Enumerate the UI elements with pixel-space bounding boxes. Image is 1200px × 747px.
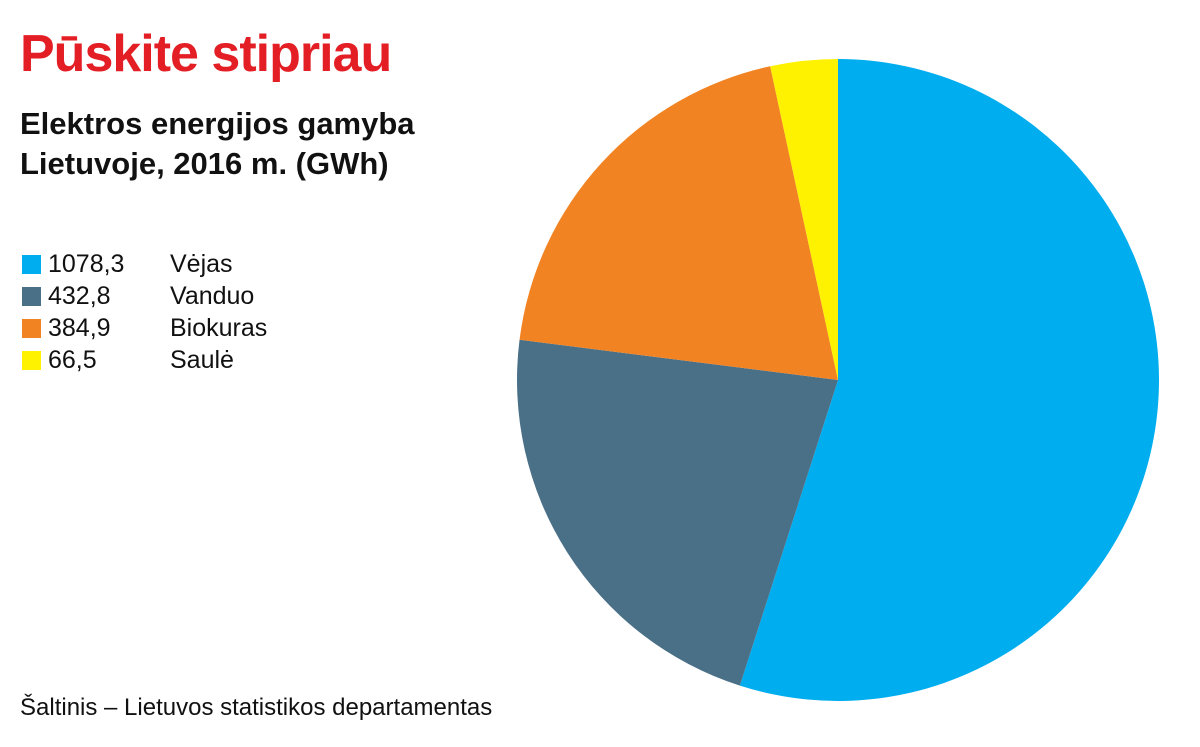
legend-item-saule: 66,5 Saulė [22,344,267,376]
pie-slices [517,59,1159,702]
legend-value-vejas: 1078,3 [48,249,125,278]
legend-value-biokuras: 384,9 [48,313,111,342]
legend-swatch-vejas [22,254,41,274]
pie-slice-vanduo [517,339,838,686]
legend-label-biokuras: Biokuras [170,313,268,342]
legend-value-vanduo: 432,8 [48,281,111,310]
pie-slice-saule [770,59,838,380]
legend-item-vejas: 1078,3 Vėjas [22,248,267,280]
legend-label-vejas: Vėjas [170,249,233,278]
legend-value-saule: 66,5 [48,345,97,374]
chart-legend: 1078,3 Vėjas 432,8 Vanduo 384,9 Biokuras… [22,248,267,376]
chart-subtitle: Elektros energijos gamyba Lietuvoje, 201… [20,106,415,181]
legend-label-vanduo: Vanduo [170,281,255,310]
pie-slice-vejas [739,59,1159,702]
legend-item-biokuras: 384,9 Biokuras [22,312,267,344]
source-note: Šaltinis – Lietuvos statistikos departam… [20,694,493,721]
legend-swatch-biokuras [22,318,41,338]
legend-label-saule: Saulė [170,345,234,374]
legend-swatch-vanduo [22,286,41,306]
pie-slice-biokuras [519,66,838,380]
legend-swatch-saule [22,350,41,370]
legend-item-vanduo: 432,8 Vanduo [22,280,267,312]
chart-title: Pūskite stipriau [20,25,392,83]
